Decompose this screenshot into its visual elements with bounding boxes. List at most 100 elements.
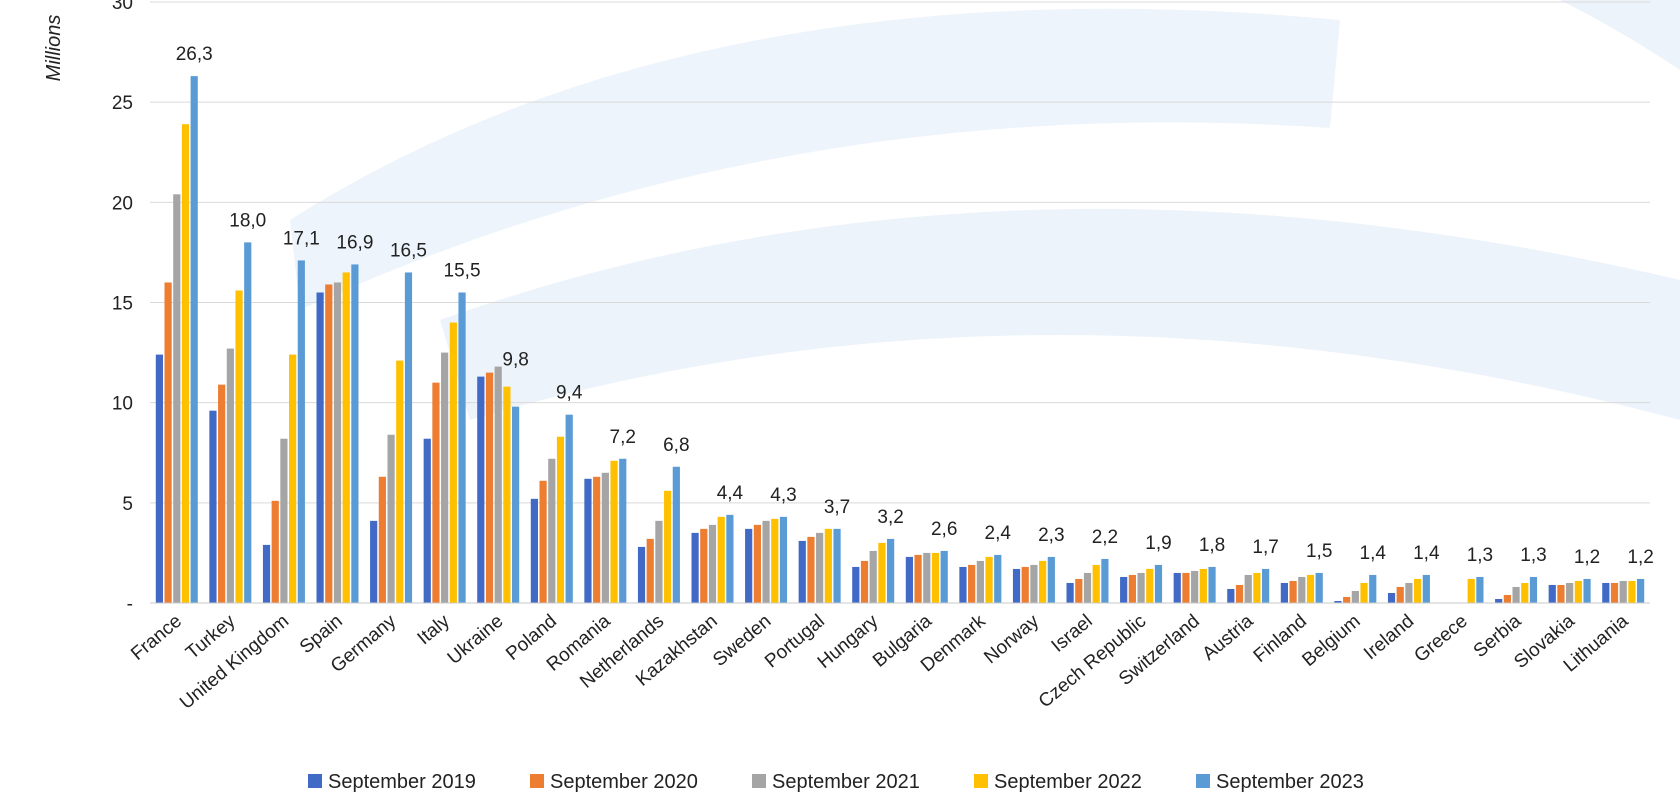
data-label: 4,3: [770, 485, 796, 506]
x-category-label: Italy: [414, 610, 455, 649]
bar: [1298, 576, 1306, 603]
bar: [244, 242, 252, 603]
bar: [1414, 578, 1422, 603]
bar: [1244, 574, 1252, 603]
bar: [1467, 578, 1475, 603]
bar: [218, 384, 226, 603]
y-tick-label: 15: [112, 294, 133, 315]
x-category-label: Austria: [1199, 610, 1258, 664]
bar: [940, 550, 948, 603]
data-label: 16,9: [336, 232, 373, 253]
legend-label: September 2023: [1216, 771, 1364, 793]
bar: [593, 476, 601, 603]
bar: [931, 552, 940, 603]
bar: [556, 436, 565, 603]
bar: [1191, 570, 1199, 603]
bar: [342, 272, 350, 603]
bar: [584, 478, 592, 603]
y-tick-label: -: [127, 594, 133, 615]
bar: [1387, 592, 1396, 603]
bar: [708, 524, 717, 603]
y-tick-label: 10: [112, 394, 133, 415]
bar: [164, 282, 172, 603]
bar: [530, 498, 538, 603]
data-label: 1,8: [1199, 535, 1225, 556]
bar: [1137, 572, 1145, 603]
bar: [333, 282, 342, 603]
bar: [1315, 572, 1323, 603]
bar: [1227, 588, 1235, 603]
bar: [833, 528, 841, 603]
bar: [1280, 582, 1288, 603]
bar: [700, 528, 708, 603]
bar: [869, 550, 877, 603]
bar: [1083, 572, 1092, 603]
x-category-label: Hungary: [814, 610, 883, 673]
bar: [914, 554, 922, 603]
bar: [1235, 584, 1244, 603]
bar: [512, 406, 520, 603]
bar: [994, 554, 1002, 603]
x-category-label: France: [127, 611, 186, 665]
bar: [565, 414, 573, 603]
bar: [325, 284, 333, 603]
data-label: 3,2: [877, 507, 903, 528]
bar: [655, 520, 663, 603]
legend-label: September 2022: [994, 771, 1142, 793]
bar: [155, 354, 163, 603]
data-label: 4,4: [717, 483, 744, 504]
bar: [619, 458, 627, 603]
bar: [807, 536, 815, 603]
bar: [878, 542, 886, 603]
y-axis-ticks: - 5 10 15 20 25 30: [112, 0, 133, 615]
data-label: 3,7: [824, 497, 850, 518]
data-label: 9,4: [556, 383, 583, 404]
bar: [1503, 594, 1511, 603]
background-swoosh: [440, 208, 1680, 420]
bar: [771, 518, 779, 603]
bar: [905, 556, 913, 603]
bar: [664, 490, 672, 603]
bar: [477, 376, 485, 603]
bar: [1334, 600, 1342, 603]
bar: [1396, 586, 1404, 603]
bar: [1154, 564, 1163, 603]
x-category-label: Ireland: [1360, 611, 1418, 664]
bar: [297, 260, 305, 603]
bar: [887, 538, 895, 603]
bar: [441, 352, 449, 603]
bar: [190, 76, 198, 603]
bar: [691, 532, 699, 603]
bar: [1289, 580, 1297, 603]
data-labels: 26,3 18,0 17,1 16,9 16,5 15,5 9,8 9,4 7,2 6,8 4,4 4…: [176, 44, 1654, 568]
data-label: 6,8: [663, 435, 689, 456]
bar: [262, 544, 271, 603]
bar: [1512, 586, 1520, 603]
bar: [1306, 574, 1315, 603]
data-label: 1,2: [1574, 547, 1600, 568]
legend-swatch: [974, 774, 988, 788]
bar: [1548, 584, 1556, 603]
bar: [1075, 578, 1083, 603]
bar: [1557, 584, 1565, 603]
data-label: 7,2: [610, 427, 636, 448]
bar: [852, 566, 860, 603]
bar: [1120, 576, 1128, 603]
bar: [1039, 560, 1047, 603]
bar: [1351, 590, 1359, 603]
bar: [1101, 558, 1109, 603]
bar: [1199, 568, 1207, 603]
bar: [976, 560, 984, 603]
bar: [316, 292, 324, 603]
x-category-label: Greece: [1410, 611, 1471, 667]
bar: [985, 556, 993, 603]
bar: [726, 514, 734, 603]
data-label: 17,1: [283, 228, 320, 249]
bar: [503, 386, 511, 603]
bar: [181, 124, 190, 603]
bar: [396, 360, 404, 603]
bar: [779, 516, 788, 603]
bar: [1583, 578, 1591, 603]
bar: [378, 476, 386, 603]
